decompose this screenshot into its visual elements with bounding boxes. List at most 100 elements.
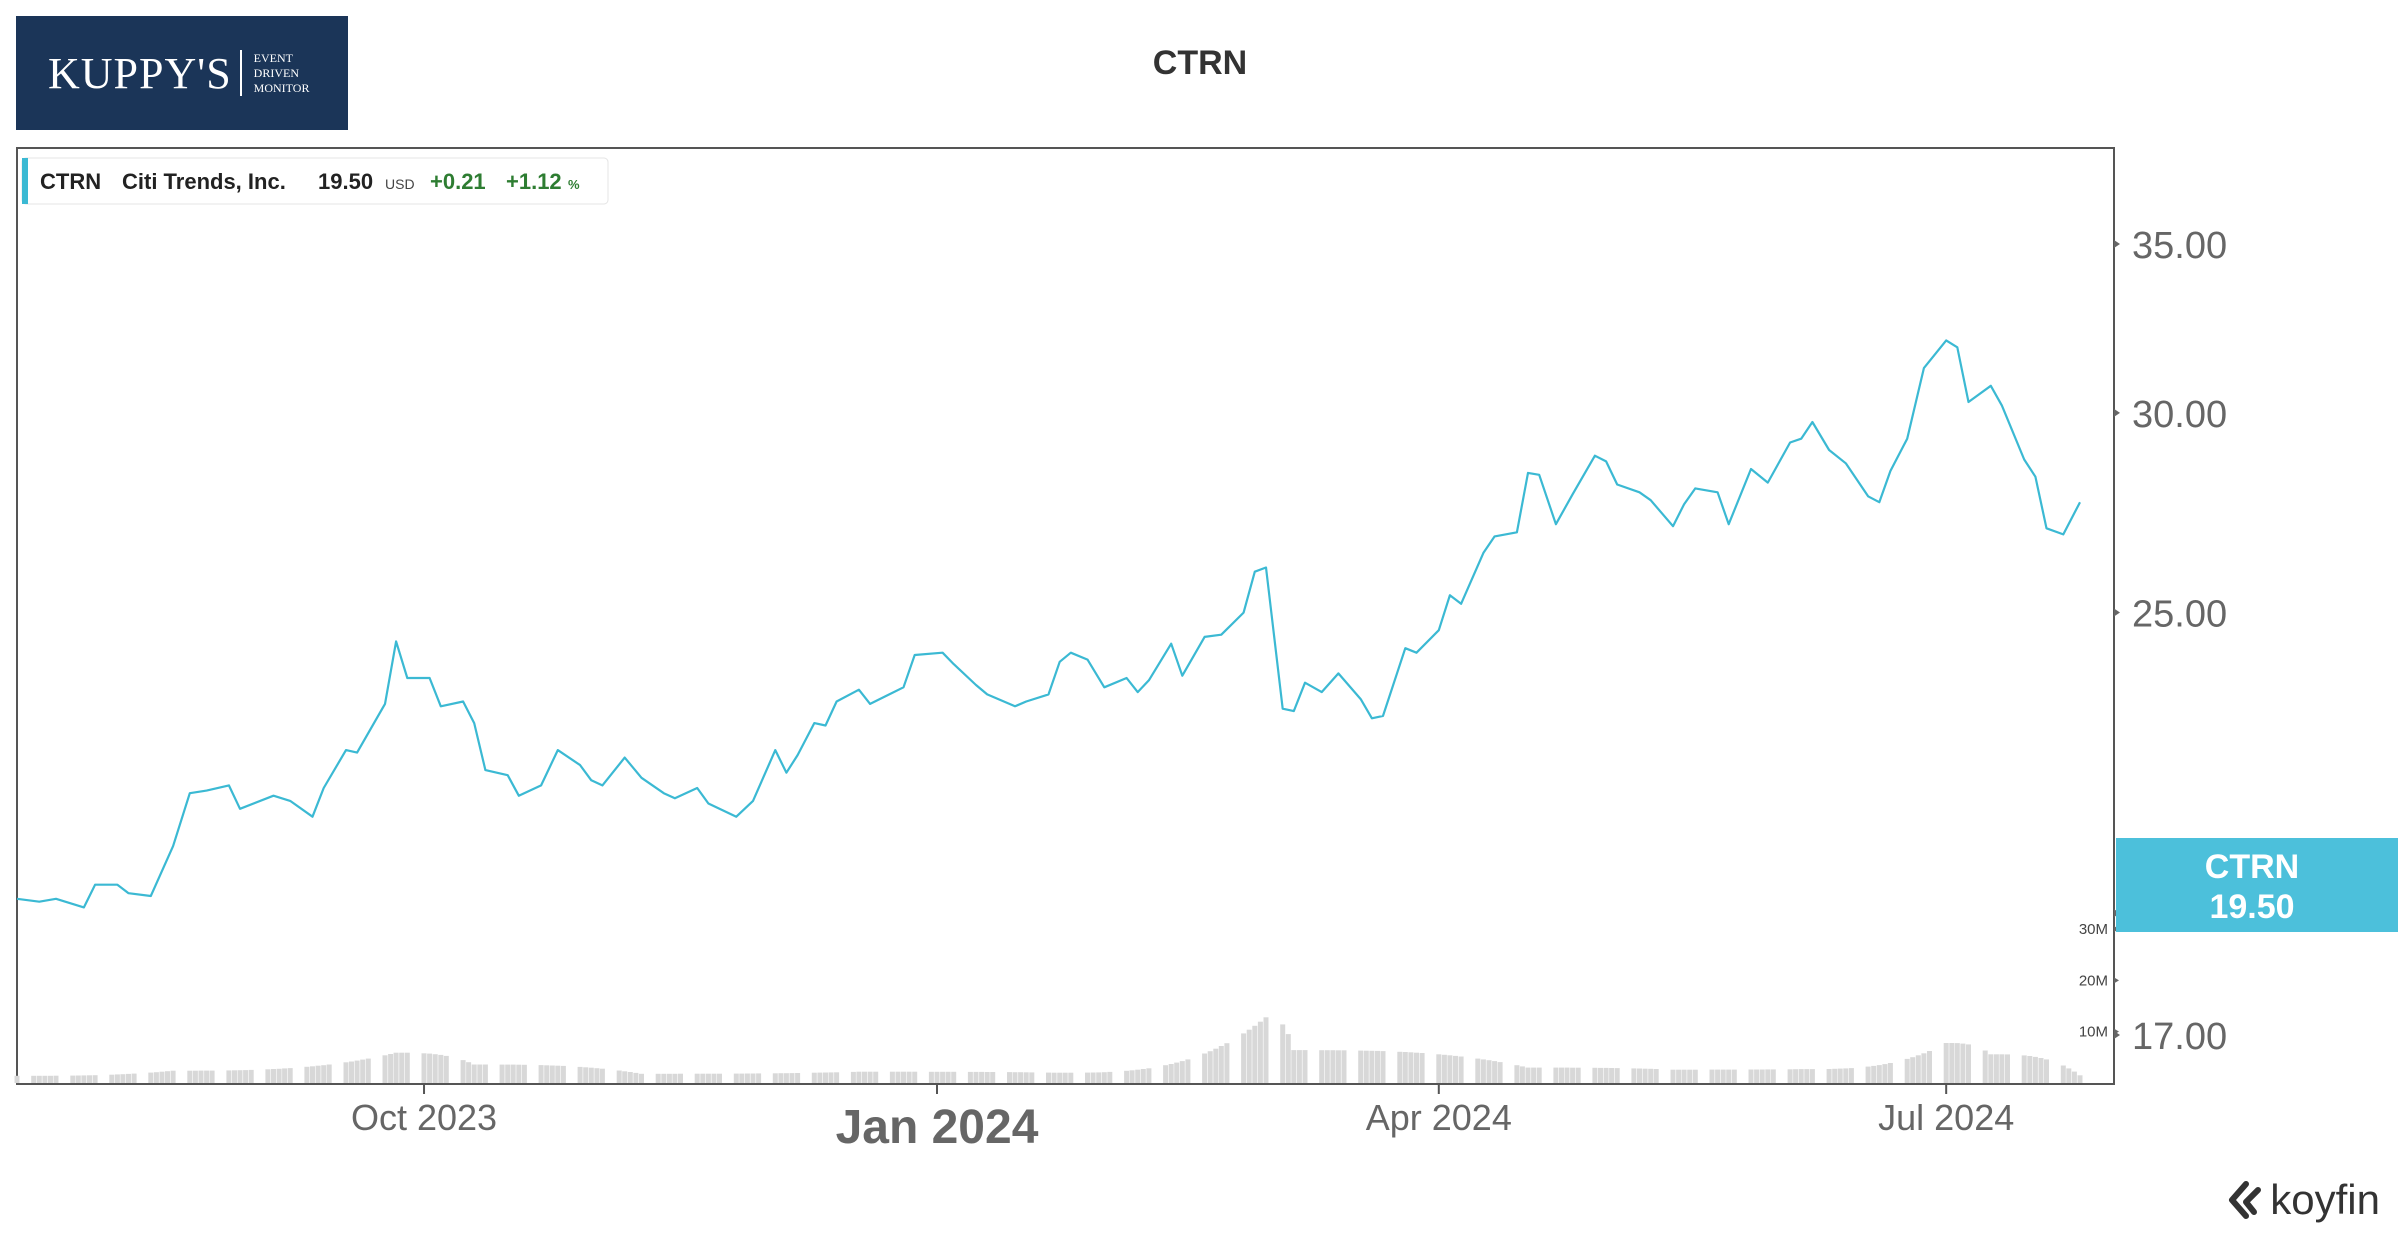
volume-bar [53, 1075, 59, 1083]
volume-bar [1865, 1066, 1871, 1083]
volume-bar [1988, 1054, 1994, 1083]
legend-change-pct: +1.12 [506, 169, 562, 194]
legend-ticker: CTRN [40, 169, 101, 194]
volume-bar [583, 1067, 589, 1083]
volume-bar [1029, 1072, 1035, 1083]
volume-bar [2044, 1059, 2049, 1083]
volume-bar [2071, 1071, 2077, 1083]
volume-bar [934, 1071, 940, 1083]
volume-bar [1575, 1067, 1581, 1083]
volume-bar [1441, 1054, 1447, 1083]
volume-bar [1519, 1066, 1525, 1083]
volume-bar [1085, 1072, 1090, 1083]
volume-bar [1246, 1029, 1252, 1083]
volume-bar [204, 1070, 210, 1083]
volume-bar [928, 1071, 934, 1083]
volume-bar [2005, 1054, 2010, 1083]
volume-bar [276, 1068, 282, 1083]
volume-bar [549, 1065, 555, 1083]
volume-bar [979, 1071, 985, 1083]
volume-bar [42, 1075, 48, 1083]
volume-bar [1564, 1067, 1570, 1083]
volume-bar [1603, 1067, 1609, 1083]
volume-bar [1475, 1058, 1481, 1083]
price-tick-label: 35.00 [2132, 225, 2227, 267]
volume-bar [639, 1073, 644, 1083]
volume-bar [1770, 1069, 1776, 1083]
volume-bar [850, 1071, 856, 1083]
page-title: CTRN [1152, 44, 1248, 82]
volume-bar [1202, 1053, 1208, 1083]
volume-bar [750, 1073, 756, 1083]
price-tick-mark [2114, 608, 2120, 617]
volume-bar [694, 1073, 700, 1083]
legend-accent [22, 158, 28, 204]
volume-bar [772, 1073, 778, 1083]
volume-bar [1631, 1068, 1637, 1083]
volume-bar [538, 1065, 544, 1083]
volume-bar [1285, 1034, 1291, 1083]
logo-sub-line-2: DRIVEN [253, 65, 299, 80]
volume-bar [1241, 1033, 1247, 1083]
legend-currency: USD [385, 176, 415, 192]
volume-bar [1218, 1046, 1224, 1083]
volume-bar [75, 1075, 81, 1083]
volume-bar [1731, 1069, 1737, 1083]
volume-bar [499, 1064, 505, 1083]
volume-bar [2077, 1075, 2083, 1083]
volume-bar [1720, 1069, 1726, 1083]
price-tick-label: 25.00 [2132, 594, 2227, 636]
volume-bar [1514, 1065, 1520, 1083]
volume-bar [945, 1071, 951, 1083]
volume-bar [1759, 1069, 1765, 1083]
volume-bar [1179, 1061, 1185, 1083]
volume-bar [1486, 1060, 1492, 1083]
volume-bar [315, 1065, 321, 1083]
volume-bar [1330, 1050, 1336, 1083]
volume-bar [1480, 1059, 1486, 1083]
volume-bar [1715, 1069, 1721, 1083]
volume-bar [778, 1073, 784, 1083]
volume-bar [1124, 1070, 1130, 1083]
volume-bar [973, 1071, 979, 1083]
volume-bar [427, 1053, 433, 1083]
volume-bar [14, 1075, 20, 1083]
volume-bar [114, 1074, 120, 1083]
volume-bar [655, 1073, 661, 1083]
volume-bar [1927, 1051, 1932, 1083]
volume-bar [2021, 1055, 2027, 1083]
volume-bar [1168, 1064, 1174, 1083]
price-tag-price: 19.50 [2209, 888, 2294, 926]
volume-bar [795, 1073, 801, 1083]
legend-box: CTRN Citi Trends, Inc. 19.50 USD +0.21 +… [21, 157, 609, 205]
time-tick-label: Jul 2024 [1878, 1097, 2014, 1138]
volume-bar [1174, 1062, 1180, 1083]
volume-bar [627, 1072, 633, 1083]
volume-bar [756, 1073, 762, 1083]
koyfin-wordmark: koyfin [2270, 1176, 2380, 1223]
volume-bar [192, 1070, 198, 1083]
volume-bar [622, 1071, 628, 1083]
plot-frame [16, 147, 2115, 1085]
volume-bar [1319, 1050, 1325, 1083]
time-tick-label: Oct 2023 [351, 1097, 497, 1138]
volume-bar [1207, 1051, 1213, 1083]
volume-bar [1090, 1072, 1096, 1083]
volume-bar [404, 1052, 410, 1083]
volume-bar [1676, 1069, 1682, 1083]
volume-bar [588, 1067, 594, 1083]
volume-bar [1107, 1071, 1113, 1083]
volume-bar [421, 1053, 427, 1083]
volume-bar [599, 1068, 605, 1083]
volume-bar [1793, 1069, 1799, 1083]
volume-bar [471, 1064, 477, 1083]
volume-bar [967, 1071, 973, 1083]
volume-bar [1954, 1043, 1960, 1083]
volume-bar [1960, 1043, 1966, 1083]
volume-bar [1531, 1067, 1537, 1083]
volume-bar [131, 1073, 137, 1083]
volume-bar [1453, 1055, 1458, 1083]
volume-bar [700, 1073, 706, 1083]
volume-bar [36, 1075, 42, 1083]
